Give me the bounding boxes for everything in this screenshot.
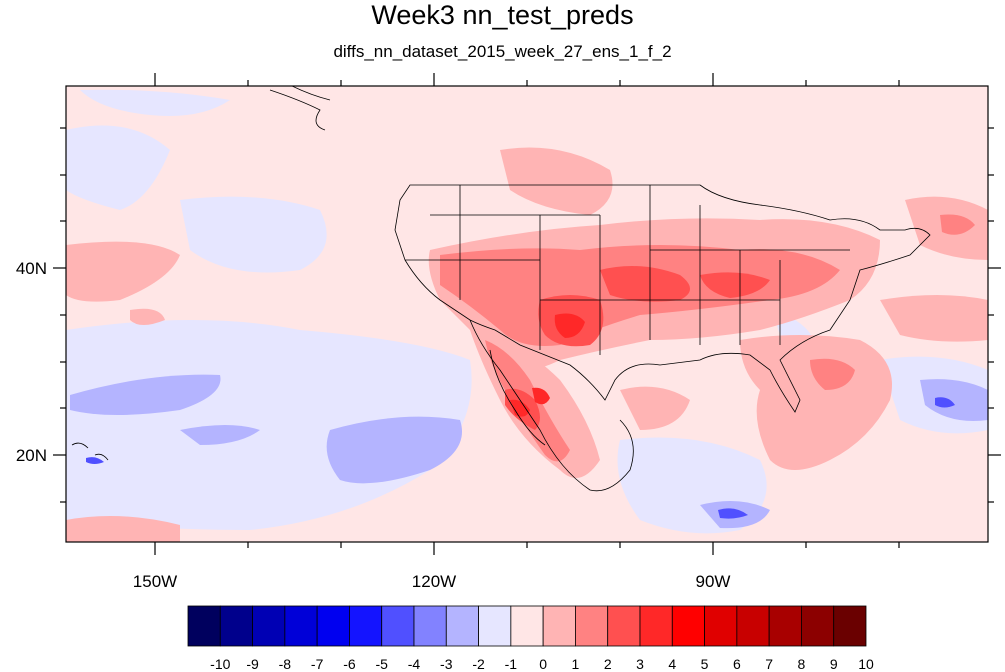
- colorbar-swatch: [510, 605, 544, 647]
- colorbar-swatch: [639, 605, 673, 647]
- colorbar-label: -1: [505, 656, 518, 672]
- figure-title: Week3 nn_test_preds: [371, 0, 634, 30]
- colorbar-label: 1: [572, 656, 580, 672]
- colorbar-label: 0: [539, 656, 547, 672]
- colorbar-label: -3: [440, 656, 453, 672]
- colorbar: -10 -9 -8 -7 -6 -5 -4 -3 -2 -1 0 1 2 3 4 5 6 7 8 9 10: [187, 605, 874, 672]
- colorbar-swatch: [478, 605, 512, 647]
- colorbar-label: -8: [279, 656, 292, 672]
- colorbar-label: 9: [830, 656, 838, 672]
- negative-peak-areas: [86, 397, 955, 519]
- positive-strong-areas: [505, 266, 770, 430]
- colorbar-swatch: [704, 605, 738, 647]
- colorbar-label: 3: [636, 656, 644, 672]
- colorbar-label: -4: [408, 656, 421, 672]
- lon-tick-label: 150W: [133, 572, 177, 591]
- colorbar-swatch: [671, 605, 705, 647]
- figure-subtitle: diffs_nn_dataset_2015_week_27_ens_1_f_2: [333, 42, 672, 61]
- colorbar-label: -2: [472, 656, 485, 672]
- colorbar-label: 7: [765, 656, 773, 672]
- colorbar-swatch: [768, 605, 802, 647]
- colorbar-swatch: [801, 605, 835, 647]
- colorbar-label: 4: [668, 656, 676, 672]
- negative-strong-areas: [70, 374, 988, 529]
- coastlines-boundaries: [71, 86, 931, 492]
- colorbar-swatch: [252, 605, 286, 647]
- colorbar-swatch: [575, 605, 609, 647]
- colorbar-swatch: [413, 605, 447, 647]
- colorbar-label: 8: [798, 656, 806, 672]
- colorbar-swatch: [187, 605, 221, 647]
- colorbar-swatch: [833, 605, 867, 647]
- colorbar-swatch: [381, 605, 415, 647]
- colorbar-swatch: [316, 605, 350, 647]
- lon-tick-label: 120W: [412, 572, 456, 591]
- colorbar-label: 2: [604, 656, 612, 672]
- lon-tick-label: 90W: [696, 572, 731, 591]
- axis-ticks: [53, 73, 1001, 555]
- colorbar-label: -6: [343, 656, 356, 672]
- colorbar-swatch: [445, 605, 479, 647]
- lat-tick-label: 40N: [16, 259, 47, 278]
- colorbar-label: -7: [311, 656, 324, 672]
- colorbar-swatch: [542, 605, 576, 647]
- colorbar-swatch: [284, 605, 318, 647]
- colorbar-swatch: [736, 605, 770, 647]
- colorbar-label: 6: [733, 656, 741, 672]
- colorbar-swatch: [607, 605, 641, 647]
- colorbar-swatch: [219, 605, 253, 647]
- colorbar-label: -9: [246, 656, 259, 672]
- colorbar-label: 5: [701, 656, 709, 672]
- colorbar-swatch: [349, 605, 383, 647]
- colorbar-label: -10: [210, 656, 230, 672]
- lat-tick-label: 20N: [16, 446, 47, 465]
- anomaly-field: [66, 86, 988, 542]
- positive-peak-areas: [510, 313, 585, 417]
- colorbar-label: 10: [858, 656, 874, 672]
- colorbar-label: -5: [375, 656, 388, 672]
